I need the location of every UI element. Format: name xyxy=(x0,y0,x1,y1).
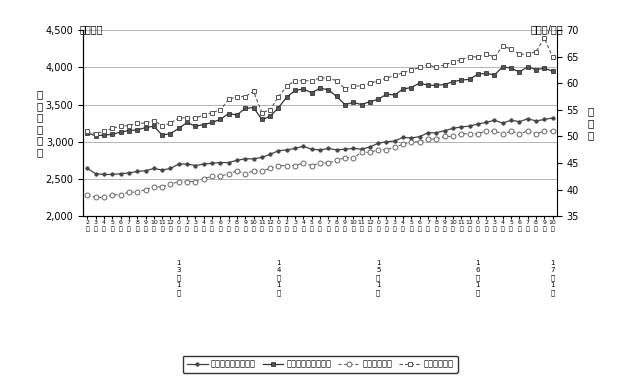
Y-axis label: ㎡
単
価: ㎡ 単 価 xyxy=(588,106,594,140)
Text: 1
4
年
1
月: 1 4 年 1 月 xyxy=(276,260,281,296)
Y-axis label: 成
約
平
均
価
格: 成 約 平 均 価 格 xyxy=(36,89,43,157)
Text: 1
5
年
1
月: 1 5 年 1 月 xyxy=(376,260,380,296)
Text: 1
3
年
1
月: 1 3 年 1 月 xyxy=(177,260,181,296)
Text: （万円/㎡）: （万円/㎡） xyxy=(531,25,563,34)
Text: 1
7
年
1
月: 1 7 年 1 月 xyxy=(550,260,555,296)
Legend: 首都圏成約平均価格, 東京都成約平均価格, 首都圏㎡単価, 東京都㎡単価: 首都圏成約平均価格, 東京都成約平均価格, 首都圏㎡単価, 東京都㎡単価 xyxy=(182,356,458,373)
Text: 1
6
年
1
月: 1 6 年 1 月 xyxy=(476,260,480,296)
Text: （万円）: （万円） xyxy=(80,25,104,34)
